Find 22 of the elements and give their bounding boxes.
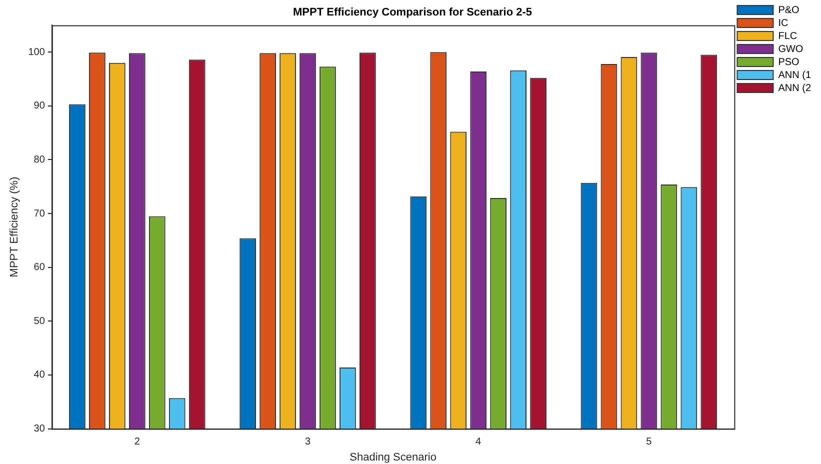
x-tick-label: 4	[476, 436, 482, 448]
legend-label: IC	[778, 18, 788, 29]
y-tick-label: 40	[34, 370, 46, 381]
y-axis-title: MPPT Efficiency (%)	[8, 176, 21, 278]
legend-label: GWO	[778, 44, 804, 55]
legend-label: ANN (2	[778, 82, 812, 94]
y-tick-label: 80	[34, 154, 46, 166]
legend-label: ANN (1	[778, 70, 812, 81]
x-tick-label: 5	[646, 436, 652, 448]
x-tick-label: 2	[134, 436, 140, 448]
y-tick-label: 70	[34, 208, 46, 220]
y-tick-label: 30	[34, 424, 46, 435]
x-tick-label: 3	[304, 436, 311, 448]
y-tick-label: 100	[28, 46, 46, 58]
legend-label: P&O	[778, 4, 800, 16]
y-tick-label: 60	[34, 262, 46, 274]
legend-label: PSO	[778, 56, 800, 68]
x-axis-title: Shading Scenario	[350, 451, 436, 464]
legend-label: FLC	[778, 30, 798, 42]
y-tick-label: 50	[34, 316, 46, 327]
chart-title: MPPT Efficiency Comparison for Scenario 2-5	[292, 6, 532, 19]
y-tick-label: 90	[34, 100, 46, 112]
